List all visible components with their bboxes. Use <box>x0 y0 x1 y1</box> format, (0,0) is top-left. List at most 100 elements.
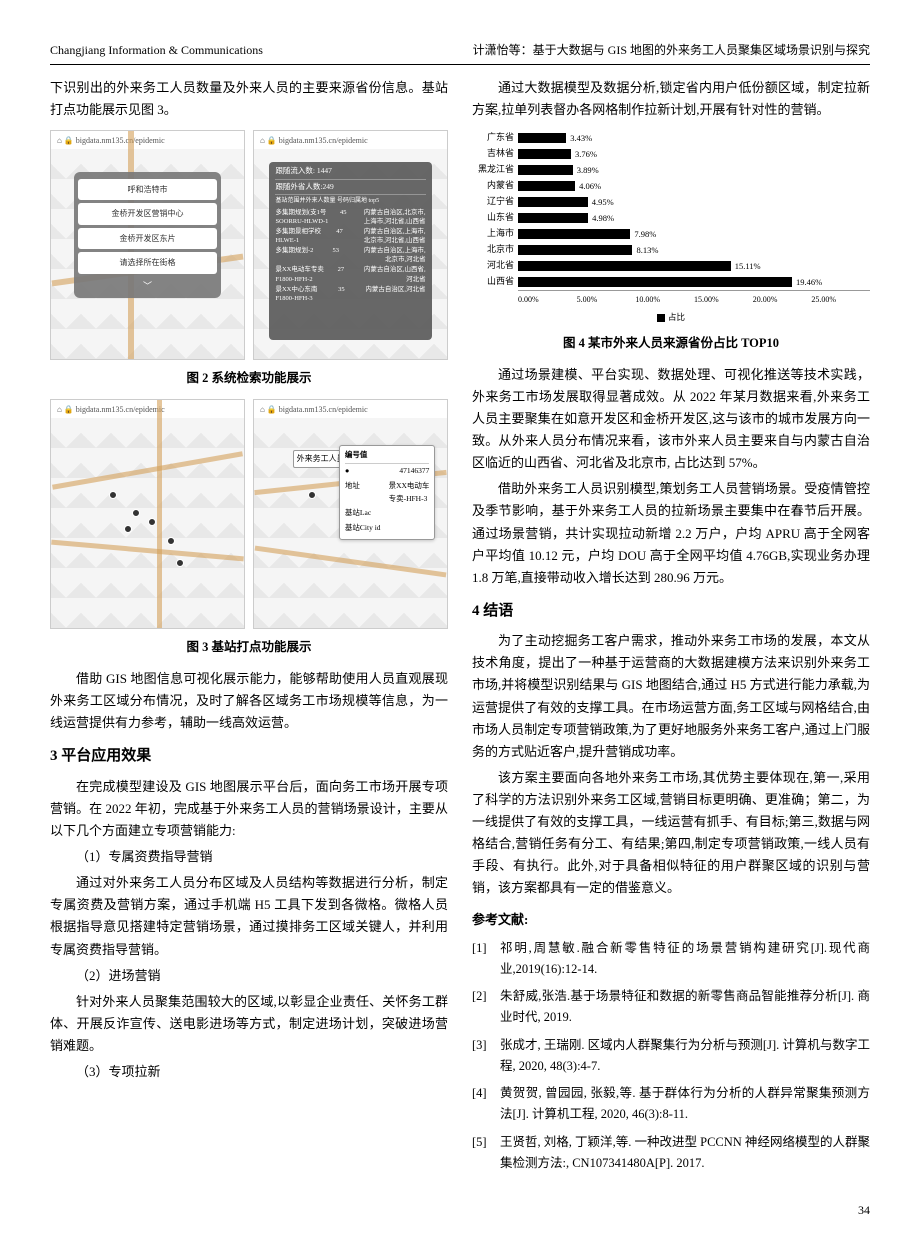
right-p1: 通过大数据模型及数据分析,锁定省内用户低份额区域，制定拉新方案,拉单列表督办各网… <box>472 77 870 121</box>
intro-para: 下识别出的外来务工人员数量及外来人员的主要来源省份信息。基站打点功能展示见图 3… <box>50 77 448 121</box>
station-marker[interactable] <box>308 491 316 499</box>
info-row: ●47146377 <box>345 464 430 479</box>
reference-item: [3]张成才, 王瑞刚. 区域内人群聚集行为分析与预测[J]. 计算机与数字工程… <box>472 1035 870 1078</box>
bar-value: 3.89% <box>577 163 599 177</box>
menu-city[interactable]: 呼和浩特市 <box>78 179 217 201</box>
station-marker[interactable] <box>167 537 175 545</box>
bar-fill <box>518 261 731 271</box>
bar-value: 8.13% <box>636 243 658 257</box>
fig3-shot-left: ⌂ 🔒 bigdata.nm135.cn/epidemic <box>50 399 245 629</box>
axis-tick: 25.00% <box>811 293 870 307</box>
article-title: 计潇怡等：基于大数据与 GIS 地图的外来务工人员聚集区域场景识别与探究 <box>473 40 870 60</box>
fig3-screenshots: ⌂ 🔒 bigdata.nm135.cn/epidemic ⌂ 🔒 bigdat… <box>50 399 448 629</box>
bar-label: 内蒙省 <box>472 178 518 193</box>
bar-label: 上海市 <box>472 226 518 241</box>
fig3-caption: 图 3 基站打点功能展示 <box>50 637 448 658</box>
para-after-fig3: 借助 GIS 地图信息可视化展示能力，能够帮助使用人员直观展现外来务工区域分布情… <box>50 668 448 734</box>
bar-row: 北京市 8.13% <box>472 242 870 258</box>
bar-label: 北京市 <box>472 242 518 257</box>
popup-data-row: 景XX中心东南F1800-HFH-335内蒙古自治区,河北省 <box>275 285 425 303</box>
axis-tick: 15.00% <box>694 293 753 307</box>
fig2-screenshots: ⌂ 🔒 bigdata.nm135.cn/epidemic 呼和浩特市 金桥开发… <box>50 130 448 360</box>
chevron-down-icon[interactable]: ﹀ <box>78 277 217 294</box>
bar-row: 河北省 15.11% <box>472 258 870 274</box>
station-marker[interactable] <box>109 491 117 499</box>
info-title: 编号值 <box>345 449 430 464</box>
right-column: 通过大数据模型及数据分析,锁定省内用户低份额区域，制定拉新方案,拉单列表督办各网… <box>472 77 870 1180</box>
section-4-title: 4 结语 <box>472 599 870 625</box>
menu-east[interactable]: 金桥开发区东片 <box>78 228 217 250</box>
bar-row: 吉林省 3.76% <box>472 146 870 162</box>
bar-row: 辽宁省 4.95% <box>472 194 870 210</box>
bar-label: 河北省 <box>472 258 518 273</box>
page-number: 34 <box>50 1200 870 1220</box>
axis-tick: 0.00% <box>518 293 577 307</box>
menu-center[interactable]: 金桥开发区营销中心 <box>78 203 217 225</box>
ref-number: [3] <box>472 1035 500 1078</box>
legend-swatch <box>657 314 665 322</box>
menu-grid[interactable]: 请选择所在街格 <box>78 252 217 274</box>
axis-tick: 10.00% <box>635 293 694 307</box>
bar-value: 7.98% <box>634 227 656 241</box>
popup-data-row: 多集期规划-253内蒙古自治区,上海市,北京市,河北省 <box>275 246 425 264</box>
bar-value: 19.46% <box>796 275 822 289</box>
fig2-shot-left: ⌂ 🔒 bigdata.nm135.cn/epidemic 呼和浩特市 金桥开发… <box>50 130 245 360</box>
bar-value: 15.11% <box>735 259 761 273</box>
sec3-item1-para: 通过对外来务工人员分布区域及人员结构等数据进行分析，制定专属资费及营销方案，通过… <box>50 872 448 960</box>
sec3-item1: （1）专属资费指导营销 <box>50 846 448 868</box>
bar-fill <box>518 181 575 191</box>
ref-number: [4] <box>472 1083 500 1126</box>
bar-fill <box>518 229 630 239</box>
info-row: 基站City id <box>345 521 430 536</box>
station-marker[interactable] <box>148 518 156 526</box>
bar-label: 黑龙江省 <box>472 162 518 177</box>
ref-text: 祁明,周慧敏.融合新零售特征的场景营销构建研究[J].现代商业,2019(16)… <box>500 938 870 981</box>
sec3-item2: （2）进场营销 <box>50 965 448 987</box>
info-row: 基站Lac <box>345 506 430 521</box>
popup-data-row: 多集期景相学校HLWE-147内蒙古自治区,上海市,北京市,河北省,山西省 <box>275 227 425 245</box>
bar-row: 内蒙省 4.06% <box>472 178 870 194</box>
references-title: 参考文献: <box>472 909 870 931</box>
sec3-p1: 在完成模型建设及 GIS 地图展示平台后，面向务工市场开展专项营销。在 2022… <box>50 776 448 842</box>
bar-row: 广东省 3.43% <box>472 130 870 146</box>
fig2-shot-right: ⌂ 🔒 bigdata.nm135.cn/epidemic 跟随流入数: 144… <box>253 130 448 360</box>
bar-fill <box>518 133 566 143</box>
chart-legend: 占比 <box>472 310 870 324</box>
bar-fill <box>518 197 588 207</box>
reference-item: [5]王贤哲, 刘格, 丁颖洋,等. 一种改进型 PCCNN 神经网络模型的人群… <box>472 1132 870 1175</box>
bar-fill <box>518 213 588 223</box>
ref-text: 王贤哲, 刘格, 丁颖洋,等. 一种改进型 PCCNN 神经网络模型的人群聚集检… <box>500 1132 870 1175</box>
fig4-caption: 图 4 某市外来人员来源省份占比 TOP10 <box>472 333 870 354</box>
bar-value: 4.98% <box>592 211 614 225</box>
stat-line-1: 跟随流入数: 1447 <box>275 166 425 180</box>
bar-label: 山西省 <box>472 274 518 289</box>
bar-label: 吉林省 <box>472 146 518 161</box>
sec4-p1: 为了主动挖掘务工客户需求，推动外来务工市场的发展，本文从技术角度，提出了一种基于… <box>472 630 870 763</box>
references-list: [1]祁明,周慧敏.融合新零售特征的场景营销构建研究[J].现代商业,2019(… <box>472 938 870 1175</box>
bar-row: 上海市 7.98% <box>472 226 870 242</box>
fig3-shot-right: ⌂ 🔒 bigdata.nm135.cn/epidemic 外来务工人员 编号值… <box>253 399 448 629</box>
info-row: 地址景XX电动车专卖-HFH-3 <box>345 479 430 507</box>
axis-tick: 5.00% <box>577 293 636 307</box>
bar-label: 山东省 <box>472 210 518 225</box>
ref-text: 朱舒威,张浩.基于场景特征和数据的新零售商品智能推荐分析[J]. 商业时代, 2… <box>500 986 870 1029</box>
page-header: Changjiang Information & Communications … <box>50 40 870 65</box>
province-bar-chart: 广东省 3.43% 吉林省 3.76% 黑龙江省 3.89% 内蒙省 4.06%… <box>472 130 870 325</box>
bar-value: 3.76% <box>575 147 597 161</box>
right-p3: 借助外来务工人员识别模型,策划务工人员营销场景。受疫情管控及季节影响，基于外来务… <box>472 478 870 588</box>
bar-value: 3.43% <box>570 131 592 145</box>
left-column: 下识别出的外来务工人员数量及外来人员的主要来源省份信息。基站打点功能展示见图 3… <box>50 77 448 1180</box>
ref-number: [5] <box>472 1132 500 1175</box>
popup-data-row: 多集期规划(支1号SOORRU-HLWD-145内蒙古自治区,北京市,上海市,河… <box>275 208 425 226</box>
ref-text: 张成才, 王瑞刚. 区域内人群聚集行为分析与预测[J]. 计算机与数字工程, 2… <box>500 1035 870 1078</box>
bar-row: 黑龙江省 3.89% <box>472 162 870 178</box>
bar-label: 辽宁省 <box>472 194 518 209</box>
popup-data-row: 景XX电动车专卖F1800-HFH-227内蒙古自治区,山西省,河北省 <box>275 265 425 283</box>
region-select-popup: 呼和浩特市 金桥开发区营销中心 金桥开发区东片 请选择所在街格 ﹀ <box>74 172 221 299</box>
ref-number: [1] <box>472 938 500 981</box>
bar-row: 山西省 19.46% <box>472 274 870 290</box>
stat-line-2: 跟随外省人数:249 <box>275 182 425 196</box>
journal-name: Changjiang Information & Communications <box>50 40 263 60</box>
reference-item: [1]祁明,周慧敏.融合新零售特征的场景营销构建研究[J].现代商业,2019(… <box>472 938 870 981</box>
stats-popup: 跟随流入数: 1447 跟随外省人数:249 基站范围并外来人数量 号码归属地 … <box>269 162 431 340</box>
